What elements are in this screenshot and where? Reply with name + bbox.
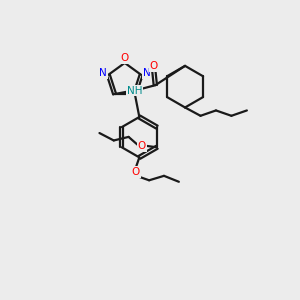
Text: O: O bbox=[121, 53, 129, 64]
Text: O: O bbox=[138, 141, 146, 151]
Text: N: N bbox=[99, 68, 107, 78]
Text: NH: NH bbox=[127, 85, 142, 95]
Text: O: O bbox=[132, 167, 140, 177]
Text: O: O bbox=[150, 61, 158, 71]
Text: N: N bbox=[142, 68, 150, 78]
